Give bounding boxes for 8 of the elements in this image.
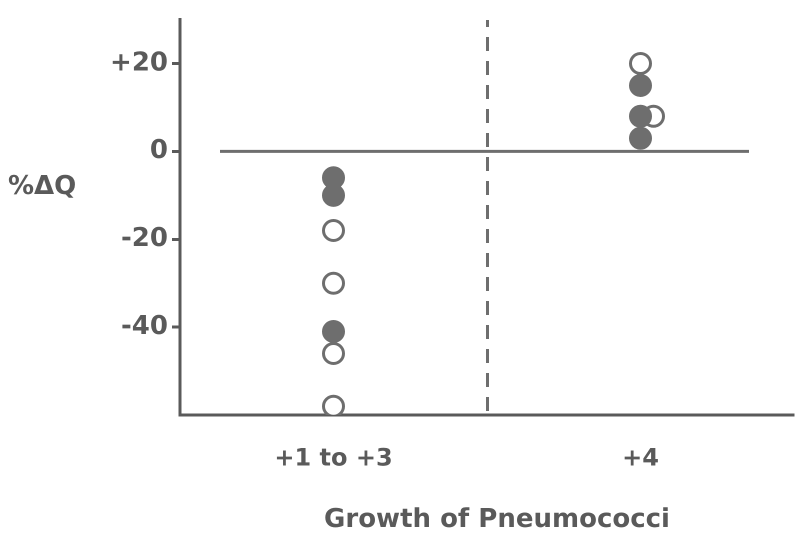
y-tick-label: -40 bbox=[121, 310, 168, 341]
x-axis-title: Growth of Pneumococci bbox=[324, 504, 670, 534]
y-tick-label: +20 bbox=[110, 47, 168, 78]
x-tick-label: +1 to +3 bbox=[274, 444, 393, 472]
y-axis-title: %ΔQ bbox=[8, 170, 76, 201]
y-tick-label: -20 bbox=[121, 223, 168, 254]
y-tick-label: 0 bbox=[150, 135, 168, 166]
x-tick-label: +4 bbox=[622, 444, 659, 472]
